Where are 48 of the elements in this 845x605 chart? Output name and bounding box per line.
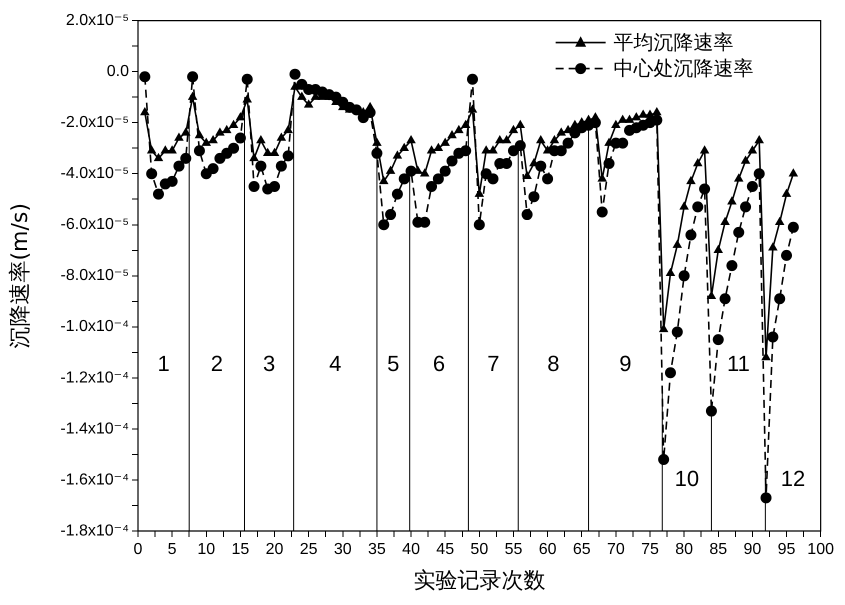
annotation: 3 [262,351,276,376]
x-tick-label: 45 [436,541,454,558]
annotation: 6 [432,351,446,376]
y-tick-label: -1.4x10⁻⁴ [60,420,130,438]
x-tick-label: 25 [300,541,318,558]
x-tick-label: 30 [334,541,352,558]
annotation: 5 [387,351,400,376]
y-tick-label: -2.0x10⁻⁵ [60,114,129,132]
annotation: 2 [210,351,223,376]
annotation: 4 [329,351,342,376]
x-tick-label: 50 [470,541,488,558]
annotation: 9 [619,351,632,376]
annotation: 7 [487,351,500,376]
x-tick-label: 5 [168,541,177,558]
y-tick-label: -1.8x10⁻⁴ [60,522,130,540]
annotation: 1 [157,351,170,376]
annotation: 8 [547,351,560,376]
y-tick-label: -8.0x10⁻⁵ [60,267,129,284]
x-tick-label: 75 [641,541,659,558]
x-tick-label: 55 [504,541,522,558]
x-tick-label: 90 [743,541,762,558]
y-tick-label: -1.2x10⁻⁴ [60,369,130,386]
annotation: 11 [726,351,750,376]
x-tick-label: 70 [606,541,625,558]
x-tick-label: 65 [572,541,591,558]
x-tick-label: 20 [266,541,284,558]
annotation: 12 [780,466,806,492]
x-tick-label: 35 [368,541,386,558]
y-tick-label: 2.0x10⁻⁵ [66,12,129,30]
legend-label: 平均沉降速率 [614,30,734,54]
y-tick-label: -6.0x10⁻⁵ [60,216,129,234]
y-axis-title: 沉降速率(m/s) [8,203,33,349]
x-tick-label: 95 [778,541,796,558]
y-tick-label: -1.0x10⁻⁴ [60,318,130,336]
x-tick-label: 80 [675,541,694,558]
x-tick-label: 100 [807,541,834,558]
x-tick-label: 60 [538,541,557,558]
y-tick-label: -1.6x10⁻⁴ [60,471,130,488]
legend-label: 中心处沉降速率 [614,56,754,80]
x-tick-label: 0 [134,541,143,558]
x-tick-label: 85 [709,541,728,558]
x-axis-title: 实验记录次数 [413,568,546,594]
x-tick-label: 10 [197,541,216,558]
x-tick-label: 40 [402,541,420,558]
y-tick-label: 0.0 [106,63,130,80]
annotation: 10 [674,466,700,492]
y-tick-label: -4.0x10⁻⁵ [60,165,129,182]
x-tick-label: 15 [232,541,250,558]
